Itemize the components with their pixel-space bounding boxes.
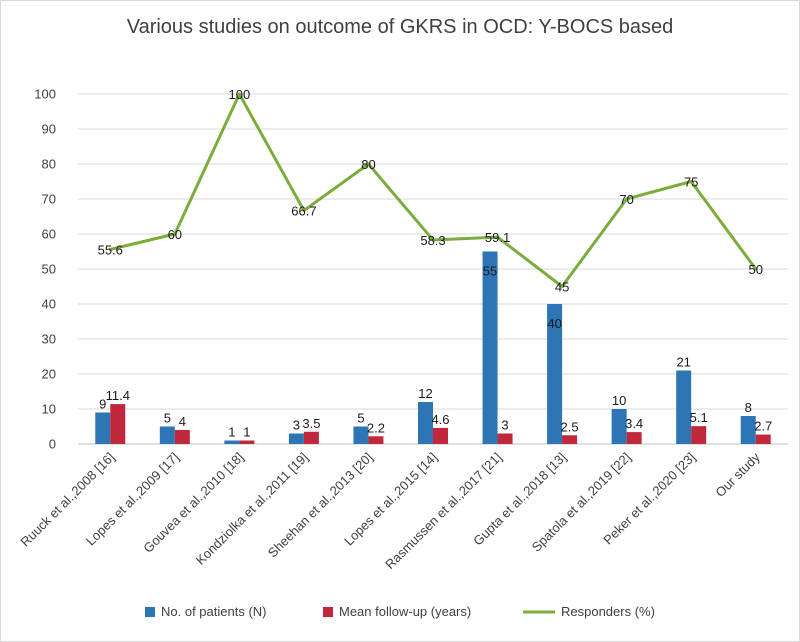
data-label: 12 [418,386,432,401]
data-label: 58.3 [420,233,445,248]
bar [95,412,111,444]
data-label: 2.5 [561,419,579,434]
line-point [302,209,306,213]
data-label: 5.1 [690,410,708,425]
y-tick-label: 80 [42,157,56,172]
y-tick-label: 0 [49,437,56,452]
data-label: 50 [748,262,762,277]
line-point [431,238,435,242]
bar [755,434,771,444]
y-tick-label: 40 [42,297,56,312]
bar [353,426,369,444]
y-tick-label: 60 [42,227,56,242]
data-label: 70 [619,192,633,207]
data-label: 5 [357,411,364,426]
legend-swatch [145,607,155,617]
line-point [689,180,693,183]
bar [497,433,513,444]
line-point [237,92,241,96]
y-tick-label: 20 [42,367,56,382]
data-label: 3.4 [625,416,643,431]
series-line [109,92,757,288]
data-label: 75 [684,175,698,190]
data-label: 66.7 [291,204,316,219]
y-tick-label: 50 [42,262,56,277]
legend-label: No. of patients (N) [161,604,267,619]
line-point [754,267,758,271]
line-point [560,285,564,288]
data-label: 5 [164,411,171,426]
bar [562,435,578,444]
data-label: 100 [229,87,251,102]
line-point [108,247,112,251]
bar [547,304,563,444]
y-tick-label: 30 [42,332,56,347]
y-tick-label: 10 [42,402,56,417]
x-tick-label: Rasmussen et al.,2017 [21] [382,450,505,573]
bar [740,416,756,444]
bar [224,440,240,444]
bar [691,426,707,444]
data-label: 3 [501,418,508,433]
bar [418,402,433,444]
data-label: 4.6 [431,412,449,427]
bar [239,440,255,444]
data-label: 3 [293,418,300,433]
bar [368,436,384,444]
bar [676,370,692,444]
x-tick-label: Sheehan et al.,2013 [20] [265,450,376,561]
y-tick-label: 100 [34,87,56,102]
x-tick-label: Our study [712,449,763,500]
data-label: 21 [676,355,690,370]
data-label: 2.7 [754,419,772,434]
line-point [366,162,370,166]
data-label: 1 [228,425,235,440]
data-label: 2.2 [367,420,385,435]
line-point [625,197,629,201]
chart-title: Various studies on outcome of GKRS in OC… [126,16,674,38]
bar [288,433,304,444]
line-point [173,232,177,236]
data-label: 45 [555,280,569,295]
bar [482,251,498,444]
line-point [496,235,500,239]
data-label: 3.5 [302,416,320,431]
legend-label: Mean follow-up (years) [339,604,471,619]
data-label: 80 [361,157,375,172]
data-label: 1 [243,425,250,440]
data-label: 8 [745,400,752,415]
data-label: 55.6 [98,242,123,257]
data-label: 40 [547,316,561,331]
y-tick-label: 70 [42,192,56,207]
bar [626,432,642,444]
bar [159,426,175,444]
y-tick-label: 90 [42,122,56,137]
data-label: 9 [99,397,106,412]
data-label: 60 [168,227,182,242]
data-label: 59.1 [485,230,510,245]
x-tick-label: Kondziolka et al.,2011 [19] [193,450,311,568]
bar [110,404,126,444]
legend-swatch [323,607,333,617]
bar [174,430,190,444]
bar [303,431,319,444]
data-label: 10 [612,393,626,408]
data-label: 4 [179,414,186,429]
data-label: 11.4 [106,388,130,403]
data-label: 55 [483,264,497,279]
legend-label: Responders (%) [561,604,655,619]
bar [611,409,627,444]
bar [433,427,448,444]
